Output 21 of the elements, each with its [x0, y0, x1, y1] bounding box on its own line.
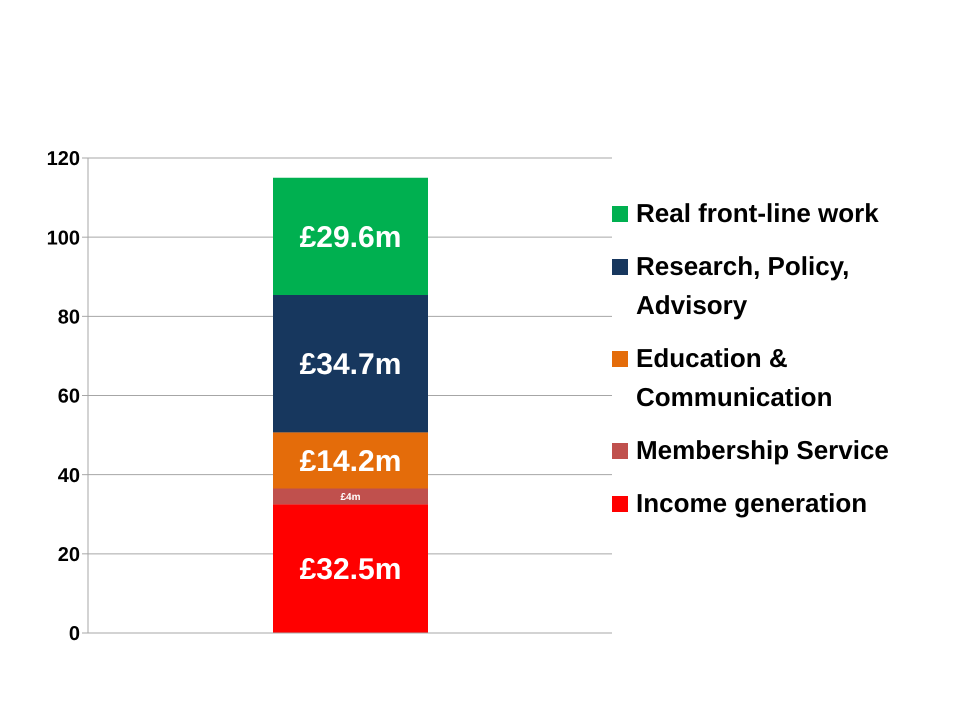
legend-label: Research, Policy, Advisory — [636, 250, 850, 322]
legend-label: Education & Communication — [636, 342, 834, 414]
y-tick-label: 60 — [58, 386, 80, 408]
data-label: £32.5m — [300, 553, 402, 586]
y-tick-label: 0 — [68, 623, 80, 646]
y-tick-label: 80 — [58, 306, 80, 328]
y-tick-label: 40 — [58, 464, 80, 487]
data-label: £4m — [340, 492, 361, 503]
legend-label: Membership Service — [636, 434, 889, 466]
bar — [273, 294, 428, 432]
legend-label: Real front-line work — [636, 196, 879, 230]
y-tick-label: 20 — [58, 544, 80, 566]
y-tick-label: 120 — [46, 148, 80, 170]
bar — [273, 488, 428, 504]
legend-label: Income generation — [636, 486, 868, 520]
bar — [273, 504, 428, 633]
data-label: £29.6m — [300, 220, 402, 254]
bar — [273, 178, 428, 295]
y-tick-label: 100 — [46, 227, 80, 250]
data-label: £14.2m — [300, 444, 402, 478]
data-label: £34.7m — [300, 348, 402, 382]
